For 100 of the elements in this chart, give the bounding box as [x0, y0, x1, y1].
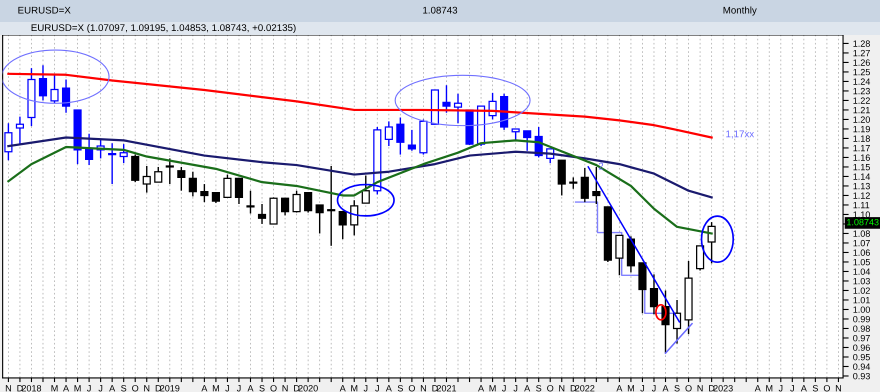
- y-tick-label: 1.26: [853, 59, 870, 66]
- y-tick-label: 1.19: [853, 126, 870, 132]
- x-tick-label: M: [74, 385, 81, 392]
- candlestick: [85, 133, 94, 166]
- candlestick: [258, 203, 266, 225]
- candlestick: [696, 245, 704, 272]
- x-tick-label: J: [86, 385, 91, 392]
- candlestick: [246, 190, 255, 214]
- candlestick: [580, 167, 589, 203]
- x-tick-label: J: [790, 385, 794, 392]
- y-tick-label: 0.96: [853, 344, 870, 351]
- x-tick-label: N: [282, 385, 288, 392]
- y-tick-label: 1.27: [853, 50, 870, 56]
- x-tick-label: N: [420, 385, 426, 392]
- annotation: 1,17xx: [726, 130, 754, 138]
- line-series: [7, 72, 713, 139]
- candlestick: [327, 165, 336, 247]
- text: EURUSD=X: [18, 6, 71, 14]
- y-tick-label: 1.00: [853, 306, 870, 313]
- x-tick-label: S: [121, 385, 126, 392]
- text: 1.08743: [423, 6, 458, 14]
- y-tick-label: 1.15: [853, 164, 870, 170]
- x-tick-label: N: [6, 385, 11, 392]
- candlestick: [592, 166, 600, 205]
- candlestick: [62, 78, 70, 114]
- text: 1.08743: [847, 218, 879, 226]
- y-tick-label: 1.16: [853, 154, 870, 161]
- candlestick: [408, 129, 416, 152]
- candlestick: [304, 192, 312, 214]
- x-tick-label: A: [340, 385, 346, 392]
- x-tick-label: S: [259, 385, 265, 392]
- y-tick-label: 1.06: [853, 249, 870, 256]
- candlestick: [454, 93, 462, 124]
- y-tick-label: 1.24: [853, 78, 870, 85]
- candlestick: [558, 160, 566, 196]
- y-tick-label: 1.01: [853, 296, 870, 304]
- y-tick-label: 0.94: [853, 363, 870, 370]
- y-tick-label: 1.03: [853, 278, 870, 284]
- y-tick-label: 1.18: [853, 135, 870, 142]
- candlestick: [166, 158, 174, 185]
- candlestick: [200, 183, 208, 203]
- candlestick: [292, 190, 301, 214]
- x-tick-label: J: [225, 385, 230, 392]
- x-tick-label: M: [766, 385, 772, 392]
- x-tick-label: O: [132, 385, 138, 392]
- candlestick: [120, 143, 128, 164]
- y-tick-label: 0.99: [853, 316, 870, 322]
- x-tick-label: S: [398, 385, 403, 392]
- x-tick-label: O: [270, 385, 277, 392]
- x-tick-label: M: [628, 385, 634, 392]
- y-tick-label: 1.13: [853, 182, 870, 190]
- x-tick-label: N: [559, 385, 564, 392]
- candlestick: [523, 130, 532, 152]
- x-tick-label: 2023: [714, 385, 733, 392]
- candlestick: [108, 142, 116, 185]
- x-tick-label: 2018: [22, 385, 42, 392]
- y-tick-label: 0.97: [853, 334, 870, 342]
- candlestick: [154, 166, 162, 183]
- y-tick-label: 1.05: [853, 258, 870, 266]
- candlestick: [338, 210, 347, 240]
- x-tick-label: A: [754, 385, 761, 392]
- x-tick-label: A: [478, 385, 484, 392]
- y-tick-label: 1.11: [853, 202, 870, 208]
- x-tick-label: N: [836, 385, 841, 392]
- candlestick: [223, 174, 232, 198]
- x-tick-label: O: [547, 385, 554, 392]
- y-tick-label: 1.22: [853, 97, 870, 104]
- y-tick-label: 1.17: [853, 145, 870, 152]
- x-tick-label: A: [616, 385, 622, 392]
- x-tick-label: A: [201, 385, 208, 392]
- chart-title: EURUSD=X (1.07097, 1.09195, 1.04853, 1.08743, +0.02135): [32, 24, 296, 34]
- candlestick: [442, 84, 451, 114]
- candlestick: [615, 234, 624, 276]
- candlestick: [280, 198, 290, 216]
- x-tick-label: J: [514, 385, 518, 392]
- text: Monthly: [724, 6, 757, 16]
- x-tick-label: A: [524, 385, 530, 392]
- y-tick-label: 1.04: [853, 268, 870, 275]
- x-tick-label: D: [17, 385, 23, 392]
- x-tick-label: J: [778, 385, 782, 392]
- x-tick-label: D: [294, 385, 300, 392]
- x-tick-label: 2019: [160, 385, 180, 392]
- x-tick-label: J: [502, 385, 506, 392]
- candlestick: [569, 176, 578, 190]
- candlestick: [350, 200, 358, 236]
- y-tick-label: 1.14: [853, 174, 870, 180]
- x-tick-label: 2021: [436, 385, 456, 392]
- x-tick-label: A: [248, 385, 254, 392]
- x-tick-label: J: [364, 385, 368, 392]
- x-tick-label: J: [236, 385, 241, 392]
- y-tick-label: 1.12: [853, 192, 870, 199]
- candlestick: [650, 274, 658, 315]
- x-tick-label: O: [408, 385, 415, 392]
- candlestick: [50, 73, 59, 104]
- x-tick-label: S: [812, 385, 818, 392]
- x-tick-label: M: [490, 385, 496, 392]
- y-tick-label: 0.95: [853, 354, 870, 360]
- x-tick-label: A: [63, 385, 70, 392]
- x-tick-label: S: [536, 385, 542, 392]
- candlestick: [142, 165, 151, 194]
